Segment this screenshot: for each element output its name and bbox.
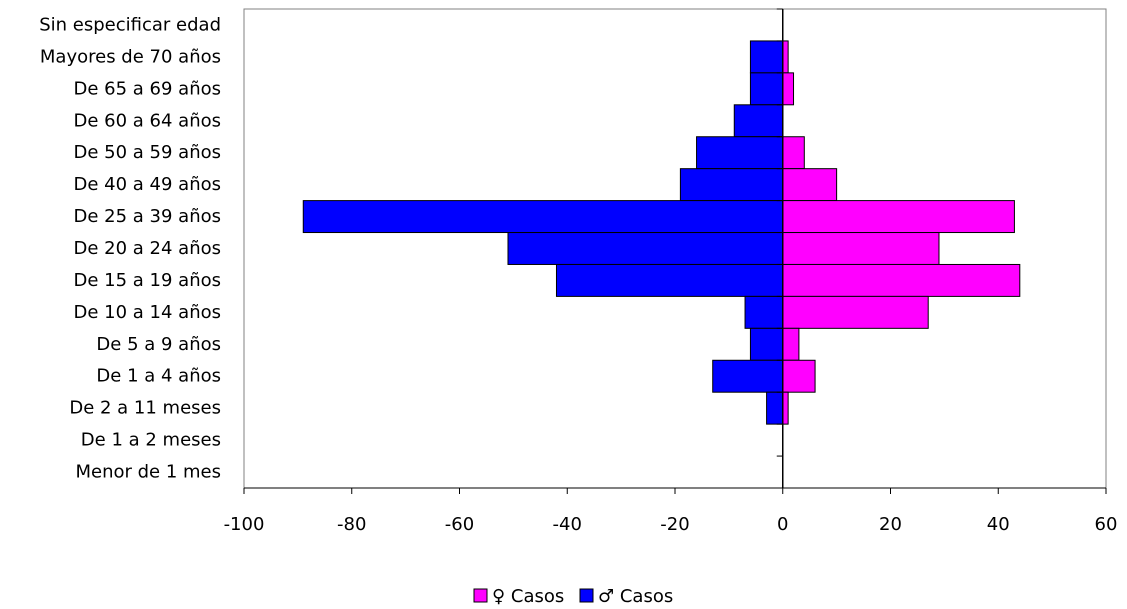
category-label: Mayores de 70 años [40, 46, 221, 67]
female-bar-5 [782, 168, 838, 202]
legend-label-female: ♀ Casos [492, 586, 564, 607]
male-bar-6 [302, 200, 784, 234]
female-bar-2 [782, 72, 795, 106]
axes-group [243, 8, 1107, 494]
legend-label-male: ♂ Casos [598, 586, 673, 607]
category-label: De 60 a 64 años [74, 110, 222, 131]
male-bar-5 [679, 168, 784, 202]
x-tick-label: -60 [445, 514, 474, 535]
female-bar-4 [782, 136, 805, 170]
male-bar-8 [555, 263, 784, 297]
x-tick-label: -40 [553, 514, 582, 535]
bars-group [302, 40, 1021, 425]
category-label: De 1 a 2 meses [81, 430, 221, 451]
male-bar-1 [749, 40, 784, 74]
category-label: De 1 a 4 años [96, 366, 221, 387]
female-bar-11 [782, 359, 816, 393]
x-tick-label: 0 [777, 514, 788, 535]
x-tick-label: 60 [1095, 514, 1118, 535]
male-bar-9 [744, 295, 784, 329]
female-bar-6 [782, 200, 1015, 234]
male-bar-10 [749, 327, 784, 361]
male-bar-2 [749, 72, 784, 106]
male-bar-4 [696, 136, 784, 170]
category-label: De 15 a 19 años [74, 270, 222, 291]
female-bar-10 [782, 327, 800, 361]
category-label: De 20 a 24 años [74, 238, 222, 259]
female-bar-1 [782, 40, 789, 74]
legend-swatch-female [473, 588, 488, 603]
x-tick-label: -100 [224, 514, 265, 535]
female-bar-12 [782, 391, 789, 425]
legend: ♀ Casos ♂ Casos [473, 586, 673, 607]
category-label: Menor de 1 mes [75, 462, 221, 483]
x-tick-label: -80 [337, 514, 366, 535]
category-label: De 25 a 39 años [74, 206, 222, 227]
female-bar-7 [782, 232, 940, 265]
category-label: Sin especificar edad [39, 14, 221, 35]
female-bar-9 [782, 295, 929, 329]
category-label: De 50 a 59 años [74, 142, 222, 163]
male-bar-3 [733, 104, 784, 138]
x-tick-label: 40 [987, 514, 1010, 535]
female-bar-8 [782, 263, 1021, 297]
male-bar-7 [507, 232, 784, 265]
category-label: De 65 a 69 años [74, 78, 222, 99]
category-label: De 40 a 49 años [74, 174, 222, 195]
category-label: De 2 a 11 meses [69, 398, 221, 419]
male-bar-11 [712, 359, 784, 393]
male-bar-12 [766, 391, 784, 425]
category-label: De 10 a 14 años [74, 302, 222, 323]
x-tick-label: -20 [660, 514, 689, 535]
x-tick-labels: -100 -80 -60 -40 -20 0 20 40 60 [224, 514, 1118, 535]
x-tick-label: 20 [879, 514, 902, 535]
category-label: De 5 a 9 años [96, 334, 221, 355]
category-labels: Sin especificar edad Mayores de 70 años De… [39, 14, 221, 482]
legend-swatch-male [579, 588, 594, 603]
